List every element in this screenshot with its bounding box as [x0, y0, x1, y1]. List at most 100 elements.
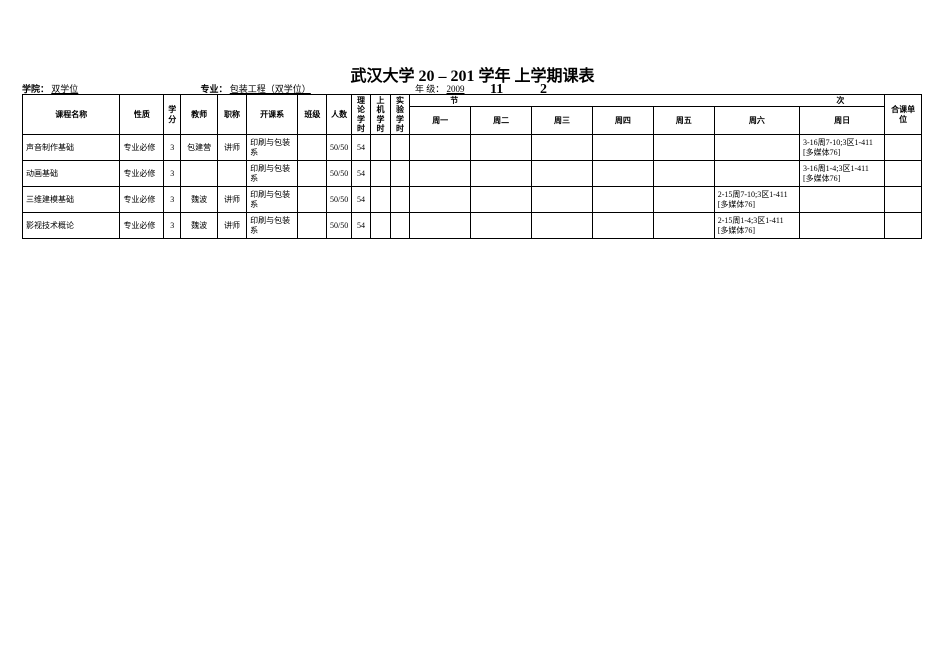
- col-name: 课程名称: [23, 95, 120, 135]
- cell-thu: [592, 135, 653, 161]
- cell-thu: [592, 213, 653, 239]
- cell-mon: [410, 161, 471, 187]
- cell-wed: [532, 135, 593, 161]
- cell-name: 影视技术概论: [23, 213, 120, 239]
- cell-dept: 印刷与包装系: [247, 161, 298, 187]
- col-h1: 理论学时: [351, 95, 370, 135]
- cell-unit: [885, 187, 922, 213]
- table-row: 三维建模基础专业必修3魏波讲师印刷与包装系 50/5054 2-15周7-10;3区…: [23, 187, 922, 213]
- cell-fri: [653, 161, 714, 187]
- cell-credit: 3: [164, 161, 181, 187]
- cell-title: 讲师: [217, 213, 246, 239]
- cell-h2: [371, 187, 390, 213]
- cell-num: 50/50: [327, 187, 351, 213]
- cell-unit: [885, 213, 922, 239]
- table-header-row-1: 课程名称 性质 学分 教师 职称 开课系 班级 人数 理论学时 上机学时 实验学…: [23, 95, 922, 107]
- major-value: 包装工程（双学位）: [230, 84, 311, 94]
- cell-teacher: 魏波: [181, 213, 218, 239]
- major-label: 专业：: [201, 84, 228, 94]
- cell-sat: [714, 135, 799, 161]
- col-unit: 合课单位: [885, 95, 922, 135]
- cell-fri: [653, 213, 714, 239]
- col-wed: 周三: [532, 107, 593, 135]
- cell-h1: 54: [351, 213, 370, 239]
- col-thu: 周四: [592, 107, 653, 135]
- cell-sun: 3-16周1-4;3区1-411[多媒体76]: [799, 161, 884, 187]
- cell-name: 三维建模基础: [23, 187, 120, 213]
- cell-h1: 54: [351, 135, 370, 161]
- cell-wed: [532, 213, 593, 239]
- cell-type: 专业必修: [120, 213, 164, 239]
- cell-credit: 3: [164, 187, 181, 213]
- cell-dept: 印刷与包装系: [247, 213, 298, 239]
- school-value: 双学位: [51, 84, 78, 94]
- cell-num: 50/50: [327, 161, 351, 187]
- cell-credit: 3: [164, 135, 181, 161]
- cell-type: 专业必修: [120, 187, 164, 213]
- cell-name: 声音制作基础: [23, 135, 120, 161]
- col-sun: 周日: [799, 107, 884, 135]
- cell-fri: [653, 187, 714, 213]
- cell-tue: [471, 135, 532, 161]
- col-h2: 上机学时: [371, 95, 390, 135]
- cell-title: 讲师: [217, 135, 246, 161]
- cell-dept: 印刷与包装系: [247, 135, 298, 161]
- col-title: 职称: [217, 95, 246, 135]
- school-label: 学院：: [22, 84, 49, 94]
- cell-tue: [471, 161, 532, 187]
- cell-num: 50/50: [327, 213, 351, 239]
- cell-h3: [390, 161, 409, 187]
- cell-h1: 54: [351, 161, 370, 187]
- cell-class: [298, 187, 327, 213]
- cell-tue: [471, 213, 532, 239]
- schedule-table: 课程名称 性质 学分 教师 职称 开课系 班级 人数 理论学时 上机学时 实验学…: [22, 94, 922, 239]
- col-credit: 学分: [164, 95, 181, 135]
- col-h3: 实验学时: [390, 95, 409, 135]
- cell-sun: [799, 187, 884, 213]
- col-class: 班级: [298, 95, 327, 135]
- table-row: 影视技术概论专业必修3魏波讲师印刷与包装系 50/5054 2-15周1-4;3区1…: [23, 213, 922, 239]
- col-fri: 周五: [653, 107, 714, 135]
- col-tue: 周二: [471, 107, 532, 135]
- table-row: 动画基础专业必修3 印刷与包装系 50/5054 3-16周1-4;3区1-411[多…: [23, 161, 922, 187]
- col-type: 性质: [120, 95, 164, 135]
- cell-mon: [410, 213, 471, 239]
- table-body: 声音制作基础专业必修3包建营讲师印刷与包装系50/50543-16周7-10;3…: [23, 135, 922, 239]
- cell-h3: [390, 187, 409, 213]
- grade-label: 年 级：: [415, 84, 444, 94]
- cell-h1: 54: [351, 187, 370, 213]
- cell-type: 专业必修: [120, 135, 164, 161]
- grade-value: 2009: [447, 84, 465, 94]
- cell-h3: [390, 135, 409, 161]
- cell-mon: [410, 135, 471, 161]
- cell-class: [298, 161, 327, 187]
- cell-dept: 印刷与包装系: [247, 187, 298, 213]
- cell-tue: [471, 187, 532, 213]
- section-left: 节: [450, 96, 458, 105]
- cell-sat: 2-15周1-4;3区1-411[多媒体76]: [714, 213, 799, 239]
- cell-h2: [371, 161, 390, 187]
- cell-thu: [592, 161, 653, 187]
- cell-h2: [371, 213, 390, 239]
- cell-sat: 2-15周7-10;3区1-411[多媒体76]: [714, 187, 799, 213]
- cell-credit: 3: [164, 213, 181, 239]
- cell-title: 讲师: [217, 187, 246, 213]
- cell-h2: [371, 135, 390, 161]
- col-dept: 开课系: [247, 95, 298, 135]
- cell-unit: [885, 135, 922, 161]
- cell-fri: [653, 135, 714, 161]
- cell-type: 专业必修: [120, 161, 164, 187]
- cell-sat: [714, 161, 799, 187]
- col-section: 节 次: [410, 95, 885, 107]
- cell-mon: [410, 187, 471, 213]
- col-mon: 周一: [410, 107, 471, 135]
- cell-class: [298, 135, 327, 161]
- cell-sun: [799, 213, 884, 239]
- cell-name: 动画基础: [23, 161, 120, 187]
- cell-teacher: 魏波: [181, 187, 218, 213]
- cell-teacher: 包建营: [181, 135, 218, 161]
- cell-teacher: [181, 161, 218, 187]
- cell-title: [217, 161, 246, 187]
- col-sat: 周六: [714, 107, 799, 135]
- cell-class: [298, 213, 327, 239]
